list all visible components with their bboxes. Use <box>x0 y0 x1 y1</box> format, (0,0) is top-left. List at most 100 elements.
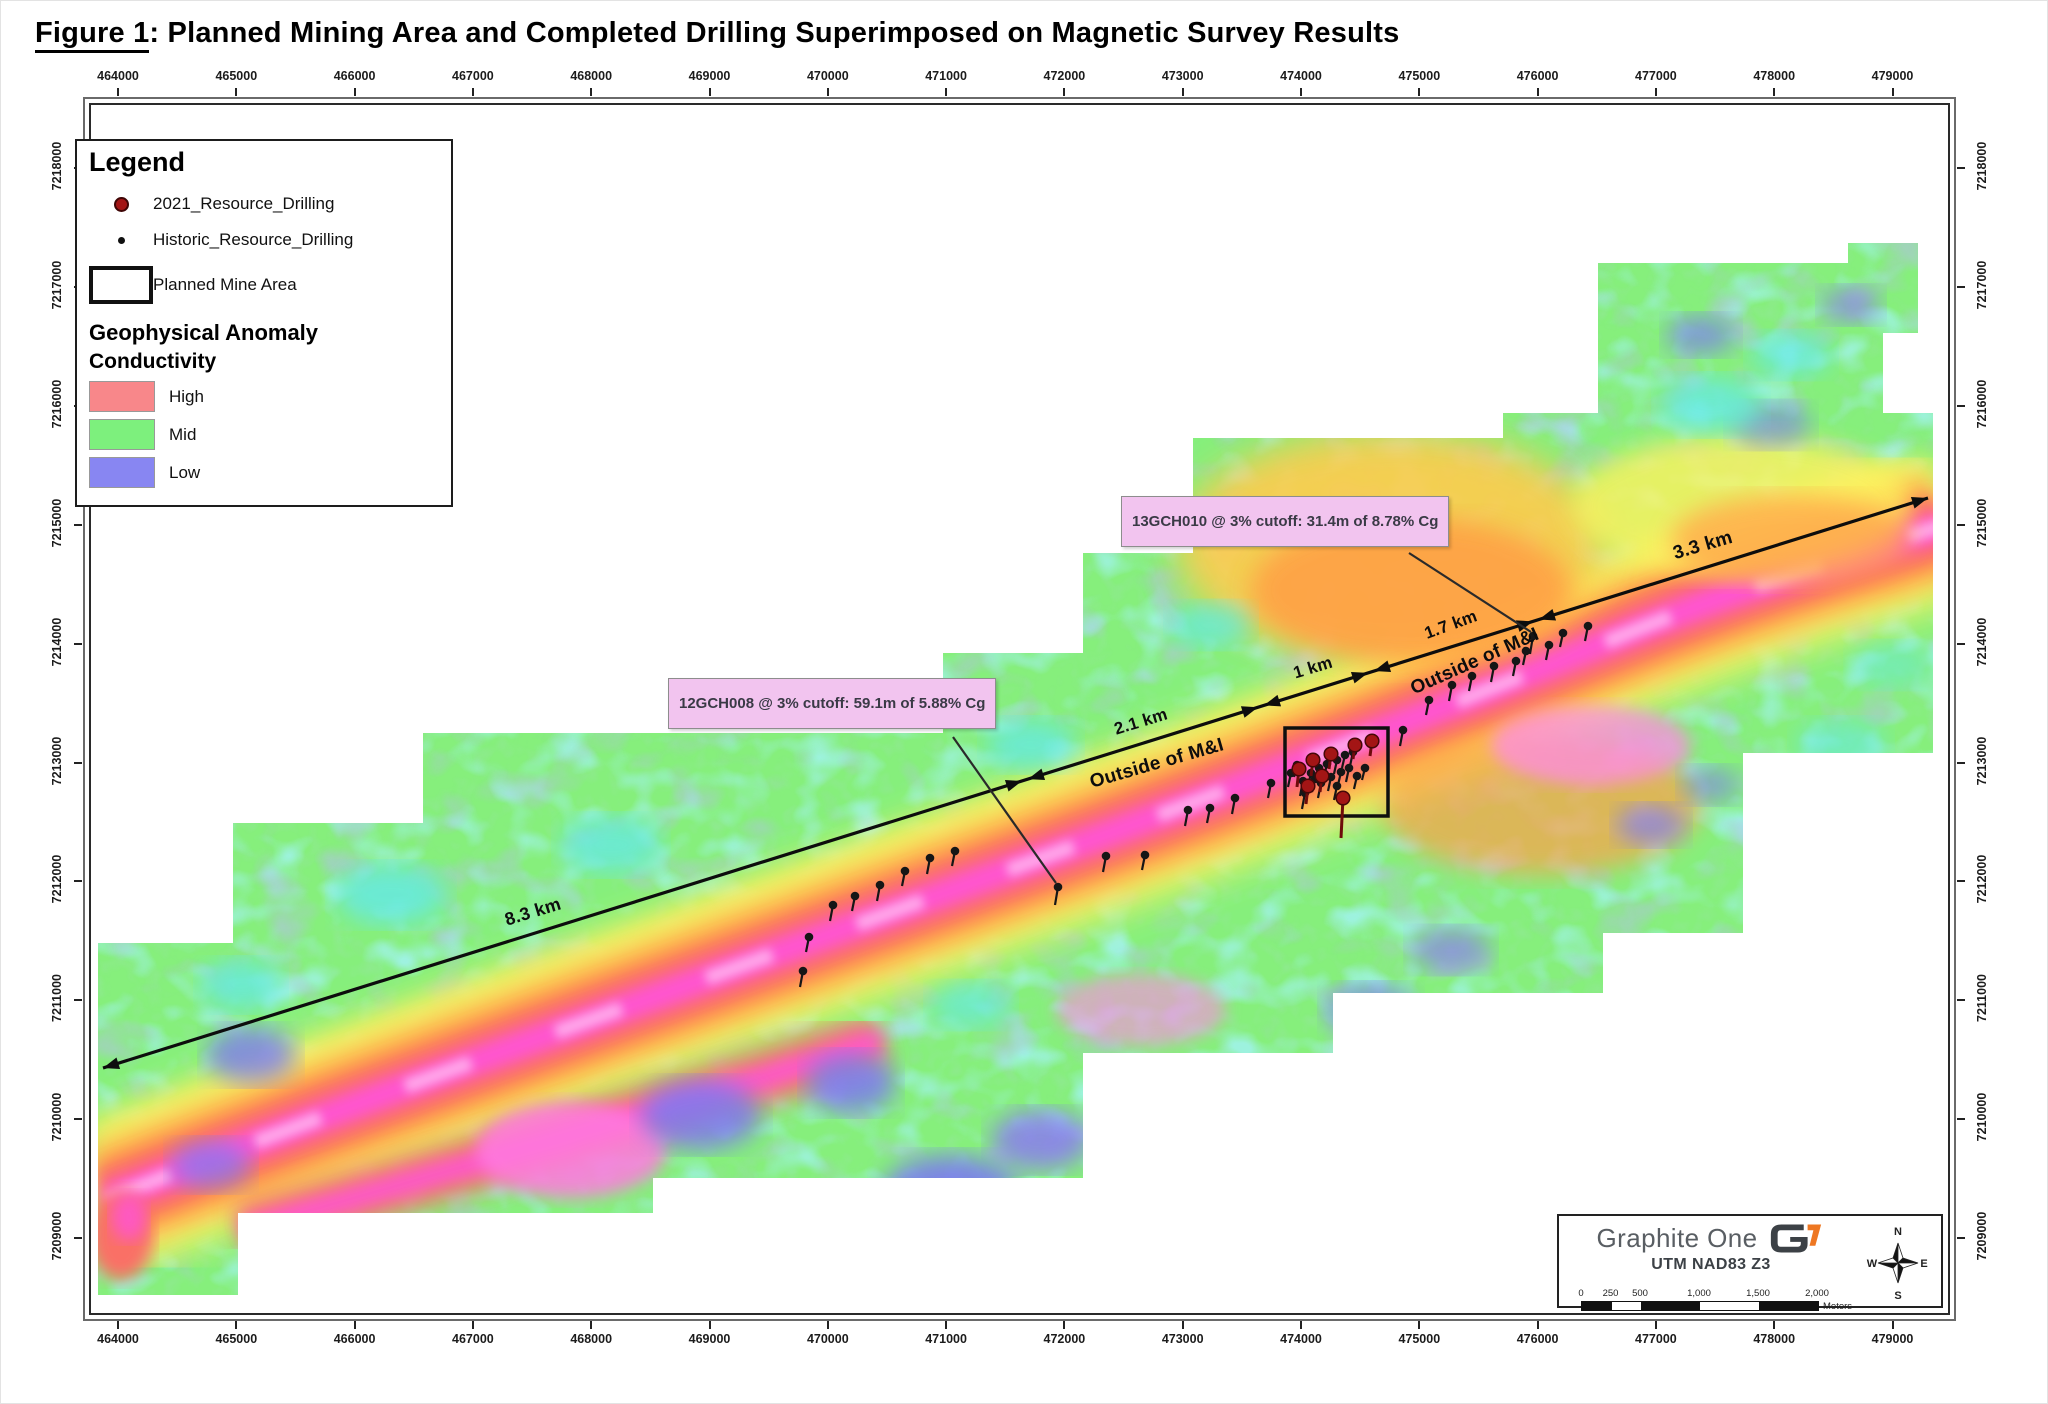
x-axis-label: 473000 <box>1161 69 1204 83</box>
conductivity-class: Low <box>89 457 441 488</box>
logo-box: Graphite One UTM NAD83 Z3 0 250 500 1,000 1,… <box>1557 1214 1943 1312</box>
x-tick-mark-bottom <box>1418 1321 1421 1329</box>
x-axis-label: 472000 <box>1043 69 1086 83</box>
x-axis-label: 468000 <box>570 1332 613 1346</box>
drill-point-historic <box>804 932 814 942</box>
x-axis-label: 479000 <box>1871 1332 1914 1346</box>
drill-point-historic <box>1489 661 1499 671</box>
y-tick-mark-right <box>1957 642 1965 645</box>
x-tick-mark-bottom <box>590 1321 593 1329</box>
x-axis-label: 473000 <box>1161 1332 1204 1346</box>
x-axis-label: 471000 <box>925 69 967 83</box>
drill-point-historic <box>1447 680 1457 690</box>
compass-n: N <box>1894 1226 1902 1238</box>
drill-point-historic <box>1352 771 1362 781</box>
drill-point-historic <box>1340 750 1350 760</box>
conductivity-swatch-mid <box>89 419 155 450</box>
y-tick-mark-right <box>1957 523 1965 526</box>
x-axis-label: 465000 <box>215 1332 258 1346</box>
x-tick-mark-bottom <box>1654 1321 1657 1329</box>
legend-title: Legend <box>89 147 186 177</box>
x-axis-label: 469000 <box>688 1332 731 1346</box>
legend-marker <box>89 266 153 304</box>
y-tick-mark-right <box>1957 880 1965 883</box>
y-axis-label: 7216000 <box>1975 379 1989 429</box>
scalebar-segment <box>1700 1302 1759 1310</box>
y-tick-mark-left <box>74 761 82 764</box>
drill-point-historic <box>1583 621 1593 631</box>
x-tick-mark-bottom <box>1181 1321 1184 1329</box>
x-axis-label: 474000 <box>1280 69 1322 83</box>
magnetic-survey-heatmap <box>98 243 1933 1295</box>
conductivity-swatch-high <box>89 381 155 412</box>
x-axis-label: 467000 <box>452 1332 494 1346</box>
x-tick-mark-bottom <box>1773 1321 1776 1329</box>
drill-point-2021 <box>1347 737 1363 753</box>
y-tick-mark-right <box>1957 761 1965 764</box>
y-tick-mark-left <box>74 1118 82 1121</box>
scalebar-label: 500 <box>1632 1288 1648 1299</box>
annotation-box-12gch008: 12GCH008 @ 3% cutoff: 59.1m of 5.88% Cg <box>668 678 997 729</box>
x-axis-label: 469000 <box>688 69 731 83</box>
x-axis-label: 476000 <box>1516 69 1559 83</box>
mine-area-icon <box>89 266 153 304</box>
transect-arrowhead <box>1240 706 1258 718</box>
x-tick-mark-top <box>1536 88 1539 96</box>
x-tick-mark-top <box>1654 88 1657 96</box>
x-tick-mark-top <box>1063 88 1066 96</box>
scalebar-unit: Meters <box>1823 1301 1853 1312</box>
y-axis-label: 7217000 <box>50 260 64 310</box>
x-axis-label: 478000 <box>1753 1332 1796 1346</box>
scalebar-label: 250 <box>1602 1288 1619 1299</box>
y-tick-mark-left <box>74 999 82 1002</box>
drill-point-historic <box>1344 763 1354 773</box>
y-tick-mark-right <box>1957 999 1965 1002</box>
drill-historic-icon <box>117 236 125 244</box>
y-tick-mark-right <box>1957 404 1965 407</box>
y-tick-mark-right <box>1957 285 1965 288</box>
x-tick-mark-bottom <box>117 1321 119 1329</box>
drill-point-historic <box>828 900 838 910</box>
y-axis-label: 7209000 <box>1975 1211 1989 1261</box>
x-tick-mark-bottom <box>353 1321 356 1329</box>
x-tick-mark-bottom <box>708 1321 711 1329</box>
x-tick-mark-bottom <box>1300 1321 1302 1329</box>
x-axis-label: 479000 <box>1871 69 1914 83</box>
x-tick-mark-bottom <box>1063 1321 1066 1329</box>
figure-title: Figure 1: Planned Mining Area and Comple… <box>35 17 2047 53</box>
x-tick-mark-top <box>353 88 356 96</box>
x-axis-label: 471000 <box>925 1332 967 1346</box>
conductivity-class: Mid <box>89 419 441 450</box>
y-axis-label: 7212000 <box>1975 855 1989 904</box>
x-axis-label: 468000 <box>570 69 613 83</box>
drill-point-historic <box>1511 656 1521 666</box>
x-tick-mark-bottom <box>826 1321 829 1329</box>
annotation-leader-line <box>1408 552 1532 633</box>
legend-item: Historic_Resource_Drilling <box>89 230 441 250</box>
drill-point-historic <box>798 966 808 976</box>
y-tick-mark-left <box>74 642 82 645</box>
y-axis-label: 7218000 <box>50 141 64 191</box>
legend-item-label: 2021_Resource_Drilling <box>153 194 335 213</box>
scalebar-label: 1,500 <box>1746 1288 1770 1299</box>
x-axis-label: 465000 <box>215 69 258 83</box>
scalebar-label: 1,000 <box>1687 1288 1711 1299</box>
drill-point-historic <box>1467 671 1477 681</box>
drill-point-historic <box>1332 781 1342 791</box>
map-legend: Legend 2021_Resource_Drilling Historic_Re… <box>75 139 453 507</box>
x-tick-mark-bottom <box>1891 1321 1894 1329</box>
y-tick-mark-right <box>1957 1237 1965 1240</box>
graphite-one-logo-icon <box>1771 1224 1822 1253</box>
x-axis-label: 472000 <box>1043 1332 1086 1346</box>
x-axis-label: 464000 <box>97 69 139 83</box>
x-axis-label: 477000 <box>1635 69 1677 83</box>
compass-s: S <box>1894 1290 1901 1302</box>
annotation-box-13gch010: 13GCH010 @ 3% cutoff: 31.4m of 8.78% Cg <box>1121 496 1450 547</box>
drill-point-historic <box>1101 851 1111 861</box>
x-tick-mark-top <box>1773 88 1776 96</box>
transect-arrowhead <box>1004 780 1022 792</box>
x-tick-mark-top <box>708 88 711 96</box>
y-axis-label: 7211000 <box>1975 974 1989 1023</box>
y-axis-label: 7214000 <box>50 617 64 666</box>
x-axis-label: 467000 <box>452 69 494 83</box>
